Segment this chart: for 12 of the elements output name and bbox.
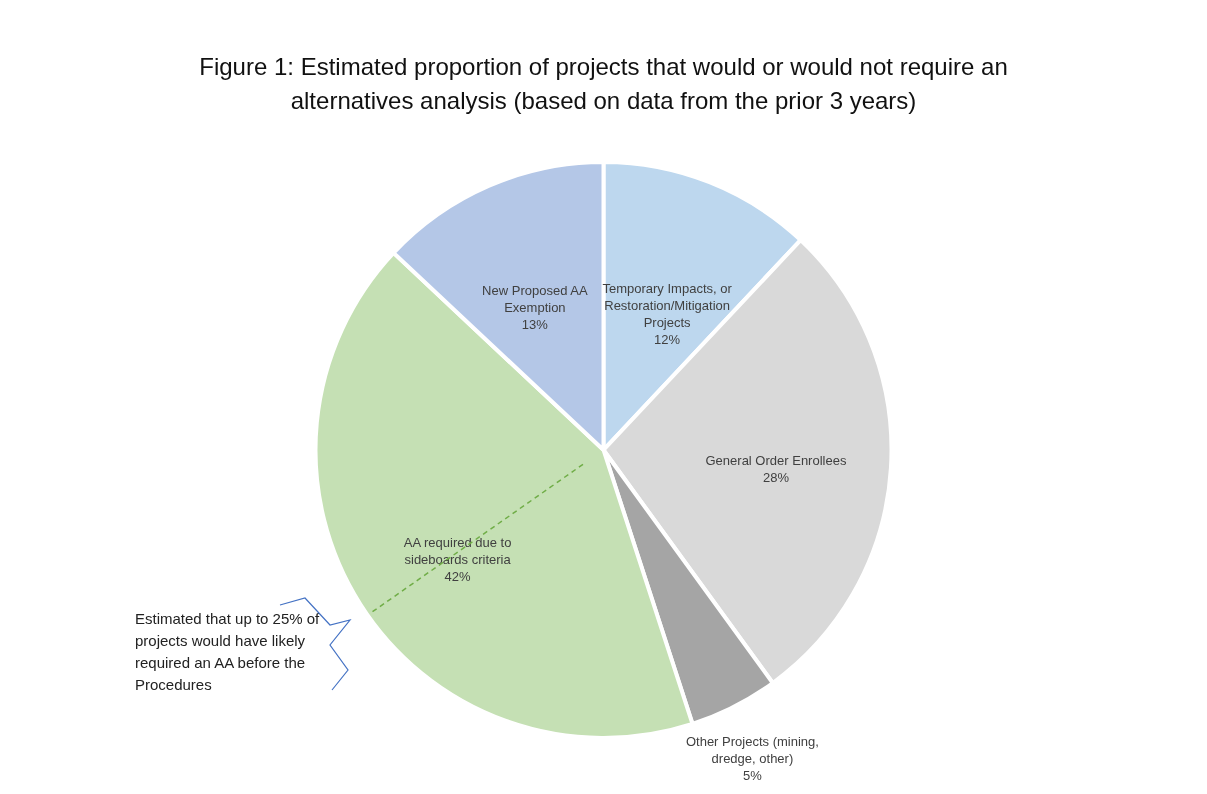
slice-label: AA required due to sideboards criteria [403, 534, 512, 567]
text: Estimated that up to 25% of projects would have likely required an AA before the Procedures [135, 609, 321, 695]
chart-title: Figure 1: Estimated proportion of projects that would or would not require an alternatives analysis (based on data from the prior 3 years) [199, 53, 1008, 114]
slice-label: New Proposed AA Exemption [482, 283, 588, 316]
slice-label: Other Projects (mining, dredge, other) [685, 734, 819, 767]
slice-label: Temporary Impacts, or Restoration/Mitigation Projects [602, 281, 733, 331]
data-label: 42% [444, 568, 472, 584]
data-label: 13% [521, 317, 549, 333]
data-label: 28% [762, 469, 790, 485]
data-label: 12% [654, 332, 681, 348]
data-label: 5% [743, 768, 763, 784]
slice-label: General Order Enrollees [705, 452, 847, 468]
